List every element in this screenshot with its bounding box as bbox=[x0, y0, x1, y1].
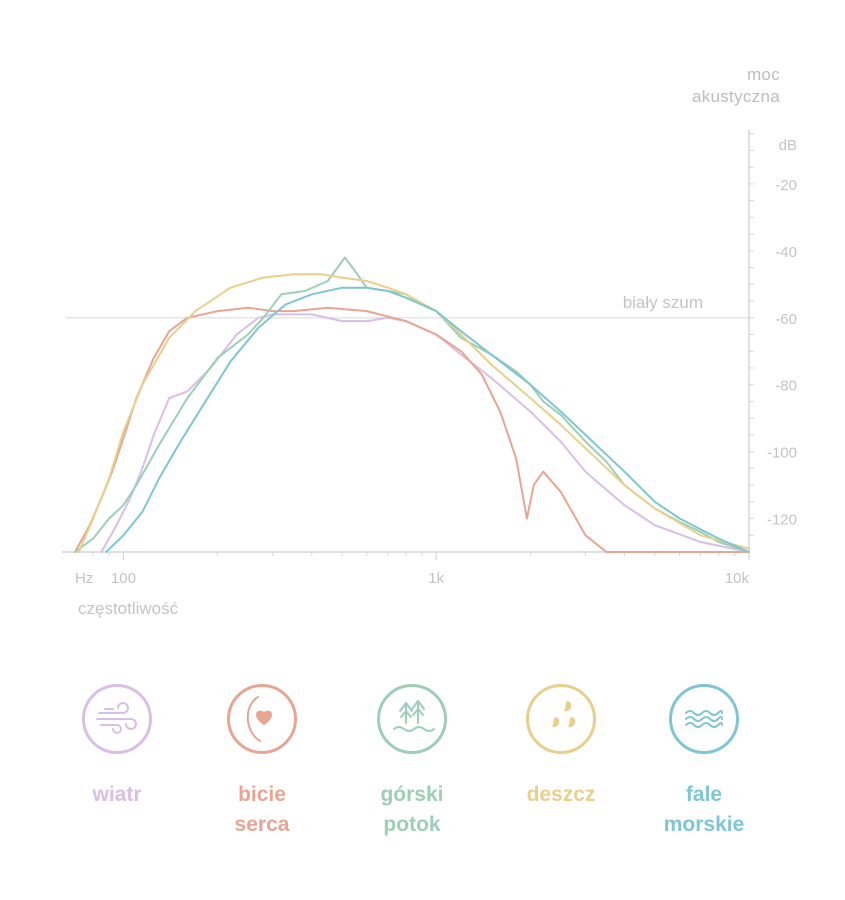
legend-item-rain: deszcz bbox=[486, 684, 636, 810]
y-axis-title-line1: moc bbox=[746, 65, 780, 84]
x-axis-title: częstotliwość bbox=[78, 599, 179, 618]
reference-line-label: biały szum bbox=[623, 293, 703, 312]
legend-label-line2: morskie bbox=[663, 813, 745, 836]
series-line-4 bbox=[77, 273, 750, 553]
legend-item-wind: wiatr bbox=[42, 684, 192, 810]
legend-label-line1: wiatr bbox=[92, 783, 142, 806]
series-line-3 bbox=[74, 256, 750, 553]
series-line-1 bbox=[100, 313, 750, 553]
y-axis-title-line2: akustyczna bbox=[691, 87, 780, 106]
y-tick-label: -80 bbox=[775, 378, 797, 395]
y-tick-label: -100 bbox=[767, 445, 797, 462]
x-tick-label: 1k bbox=[428, 570, 444, 587]
legend-item-sea-waves: fale morskie bbox=[629, 684, 779, 840]
y-tick-label: -20 bbox=[775, 177, 797, 194]
y-tick-label: -120 bbox=[767, 512, 797, 529]
series-line-2 bbox=[74, 306, 750, 553]
legend-label-line1: fale bbox=[685, 783, 723, 806]
rain-drops-icon bbox=[526, 684, 596, 754]
y-axis-unit: dB bbox=[779, 137, 797, 154]
series-line-5 bbox=[105, 286, 750, 553]
legend-label-line1: deszcz bbox=[526, 783, 596, 806]
wind-icon bbox=[82, 684, 152, 754]
mountain-stream-icon bbox=[377, 684, 447, 754]
y-tick-label: -40 bbox=[775, 244, 797, 261]
spectrum-chart: biały szum dB -20 -40 -60 -80 -100 -120 100 1k 10k… bbox=[62, 130, 797, 587]
x-tick-label: 100 bbox=[111, 570, 136, 587]
x-axis-unit: Hz bbox=[75, 570, 93, 587]
y-axis-title: moc akustyczna bbox=[640, 64, 780, 108]
x-tick-label: 10k bbox=[725, 570, 750, 587]
legend-item-heartbeat: bicie serca bbox=[187, 684, 337, 840]
legend-label-line1: bicie bbox=[238, 783, 286, 806]
sea-waves-icon bbox=[669, 684, 739, 754]
heartbeat-icon bbox=[227, 684, 297, 754]
y-tick-label: -60 bbox=[775, 311, 797, 328]
legend-label-line2: serca bbox=[234, 813, 290, 836]
legend-label-line1: górski bbox=[380, 783, 444, 806]
legend-label-line2: potok bbox=[383, 813, 441, 836]
legend-item-mountain-stream: górski potok bbox=[337, 684, 487, 840]
